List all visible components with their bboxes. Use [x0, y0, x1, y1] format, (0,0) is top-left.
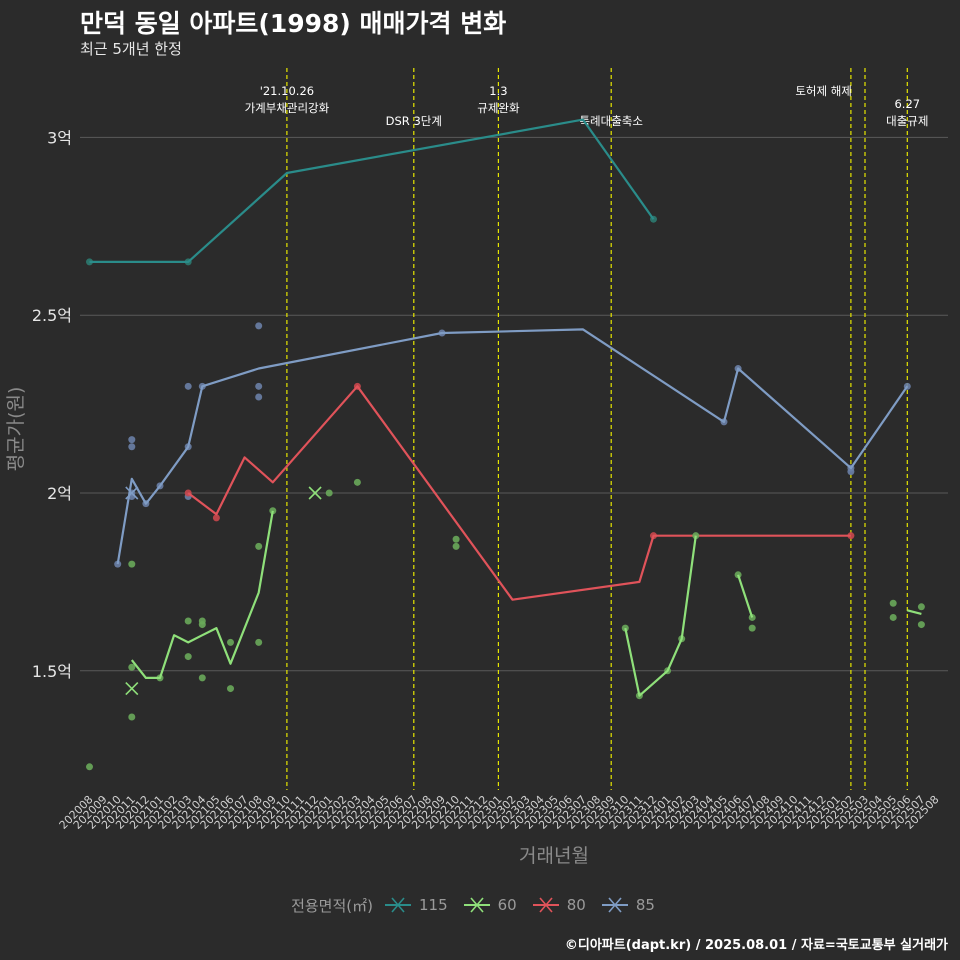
series-60-point [128, 713, 136, 721]
series-60-line [624, 535, 697, 697]
legend-label: 85 [635, 896, 655, 914]
legend-key-cross [608, 897, 622, 913]
series-60-line [907, 609, 922, 615]
series-60-point [255, 638, 263, 646]
legend: 전용면적(㎡) 115 60 80 85 [0, 894, 960, 916]
series-60-point [184, 617, 192, 625]
series-115-line [89, 118, 655, 263]
series-60-point [452, 542, 460, 550]
legend-item-80: 80 [531, 894, 586, 916]
event-label: 규제완화 [477, 101, 520, 115]
series-60-point [198, 621, 206, 629]
series-60-point [198, 674, 206, 682]
series-85-cross-marker [125, 486, 139, 500]
series-60-point [86, 763, 93, 771]
series-60-cross-marker [125, 682, 139, 696]
series-60-point [128, 560, 136, 568]
series-85-point [114, 560, 122, 568]
event-label: '21.10.26 [260, 84, 314, 98]
series-60-point [325, 489, 333, 497]
event-label: 토허제 해제 [795, 84, 852, 98]
series-60-point [889, 613, 897, 621]
series-60-point [452, 535, 460, 543]
event-label: DSR 3단계 [386, 114, 442, 128]
series-60-line [130, 510, 274, 680]
legend-key-icon [601, 897, 628, 913]
y-tick-label: 2억 [47, 484, 72, 503]
series-60-point [748, 624, 756, 632]
chart-title: 만덕 동일 아파트(1998) 매매가격 변화 [80, 9, 507, 38]
series-60-point [917, 603, 925, 611]
legend-item-115: 115 [383, 894, 448, 916]
legend-key-cross [391, 897, 405, 913]
y-tick-label: 1.5억 [32, 662, 72, 681]
cross-stroke [125, 486, 139, 500]
series-60-point [734, 571, 742, 579]
series-85-point [128, 436, 136, 444]
series-60-point [184, 653, 192, 661]
legend-label: 80 [566, 896, 586, 914]
cross-stroke [308, 486, 322, 500]
series-60-point [353, 478, 361, 486]
series-60-point [227, 638, 234, 646]
x-axis-title: 거래년월 [519, 845, 589, 867]
legend-item-85: 85 [600, 894, 655, 916]
series-60-point [128, 663, 136, 671]
series-60-point [917, 621, 925, 629]
series-60-line [737, 574, 754, 618]
series-85-point [255, 393, 263, 401]
series-60-point [889, 599, 897, 607]
series-85-point [255, 322, 263, 330]
legend-title: 전용면적(㎡) [291, 896, 373, 915]
event-label: 6.27 [894, 97, 920, 111]
y-tick-label: 2.5억 [32, 306, 72, 325]
series-85-point [128, 443, 136, 451]
chart-canvas: 1.5억2억2.5억3억평균가(원)2020082020092020102020… [5, 68, 948, 867]
legend-key-icon [463, 897, 490, 913]
series-60-point [227, 685, 234, 693]
series-80-point [212, 514, 220, 522]
legend-key-cross [470, 897, 484, 913]
legend-label: 60 [497, 896, 517, 914]
series-60-point [255, 542, 263, 550]
legend-label: 115 [418, 896, 448, 914]
legend-key-icon [532, 897, 559, 913]
cross-stroke [125, 682, 139, 696]
event-label: 가계부채관리강화 [245, 101, 330, 115]
legend-key-icon [384, 897, 411, 913]
series-85-line [116, 328, 909, 565]
y-tick-label: 3억 [47, 128, 72, 147]
event-label: 대출규제 [886, 114, 928, 128]
y-axis-title: 평균가(원) [5, 387, 27, 472]
series-85-point [255, 382, 263, 390]
source-caption: ©디아파트(dapt.kr) / 2025.08.01 / 자료=국토교통부 실… [564, 938, 948, 953]
series-80-line [187, 385, 851, 601]
series-60-point [692, 532, 700, 540]
event-label: 특례대출축소 [579, 114, 642, 128]
legend-item-60: 60 [462, 894, 517, 916]
series-60-point [269, 507, 277, 515]
legend-key-cross [539, 897, 553, 913]
series-60-cross-marker [308, 486, 322, 500]
event-label: 1.3 [489, 84, 507, 98]
chart-subtitle: 최근 5개년 한정 [80, 40, 182, 58]
series-85-point [184, 382, 192, 390]
